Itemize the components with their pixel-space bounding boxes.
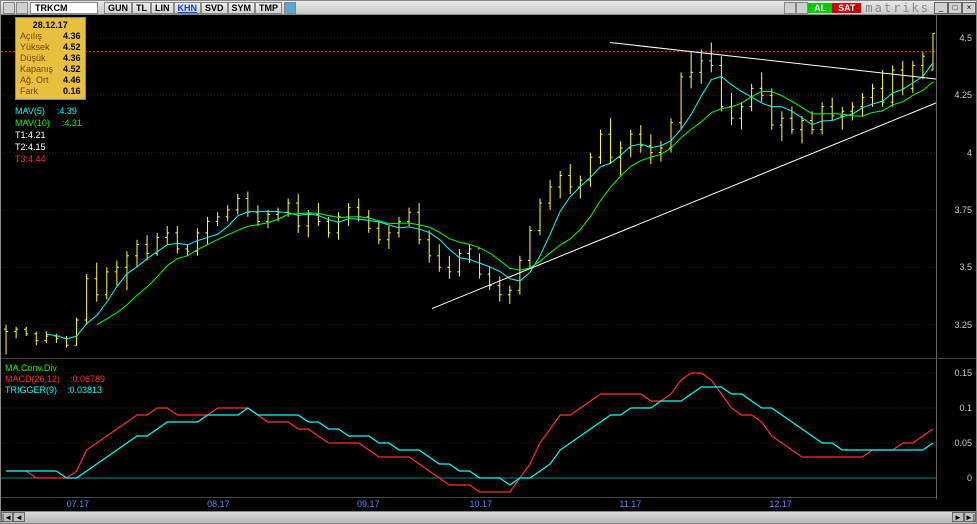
bottom-bar: |◄ ◄ ► ►|: [1, 511, 976, 523]
minimize-button[interactable]: _: [934, 2, 948, 14]
macd-labels: MA.Conv.DivMACD(26,12):0.06789TRIGGER(9)…: [5, 363, 105, 396]
macd-panel[interactable]: MA.Conv.DivMACD(26,12):0.06789TRIGGER(9)…: [1, 359, 976, 499]
tool-icon-1[interactable]: [784, 2, 796, 14]
toolbar: TRKCM GUNTLLINKHNSVDSYMTMP AL SAT matrik…: [1, 1, 976, 15]
ohlc-panel: 28.12.17 Açılış4.36Yüksek4.52Düşük4.36Ka…: [15, 17, 86, 100]
nav-first-button[interactable]: |◄: [1, 512, 13, 522]
tb-btn-tl[interactable]: TL: [132, 2, 151, 14]
chart-icon-2[interactable]: [16, 2, 28, 14]
indicator-labels: MAV(5):4.39MAV(10):4.31T1:4.21T2:4.15T3:…: [15, 105, 82, 165]
ohlc-date: 28.12.17: [20, 20, 81, 31]
nav-next-button[interactable]: ►: [952, 512, 964, 522]
sell-button[interactable]: SAT: [832, 3, 861, 13]
ticker-symbol[interactable]: TRKCM: [30, 2, 98, 14]
tb-btn-gun[interactable]: GUN: [104, 2, 132, 14]
close-button[interactable]: ×: [962, 2, 976, 14]
price-chart-svg: [1, 15, 936, 358]
nav-last-button[interactable]: ►|: [964, 512, 976, 522]
tool-icon-2[interactable]: [796, 2, 808, 14]
buy-button[interactable]: AL: [808, 3, 832, 13]
tb-btn-khn[interactable]: KHN: [174, 2, 202, 14]
macd-chart-svg: [1, 359, 936, 499]
brand-label: matriks: [861, 1, 934, 15]
macd-y-axis: 00.050.10.15: [936, 359, 976, 499]
toolbar-icons: [1, 2, 30, 14]
maximize-button[interactable]: □: [948, 2, 962, 14]
tb-btn-sym[interactable]: SYM: [228, 2, 256, 14]
chart-icon[interactable]: [3, 2, 15, 14]
price-y-axis: 3.253.53.7544.254.5: [936, 15, 976, 358]
tb-btn-svd[interactable]: SVD: [201, 2, 228, 14]
tb-btn-tmp[interactable]: TMP: [255, 2, 282, 14]
tb-btn-lin[interactable]: LIN: [151, 2, 174, 14]
twitter-icon[interactable]: [284, 2, 296, 14]
nav-prev-button[interactable]: ◄: [13, 512, 25, 522]
time-axis: 07.1708.1709.1710.1711.1712.17: [1, 497, 936, 511]
toolbar-buttons: GUNTLLINKHNSVDSYMTMP: [104, 2, 282, 14]
price-chart[interactable]: 28.12.17 Açılış4.36Yüksek4.52Düşük4.36Ka…: [1, 15, 976, 359]
